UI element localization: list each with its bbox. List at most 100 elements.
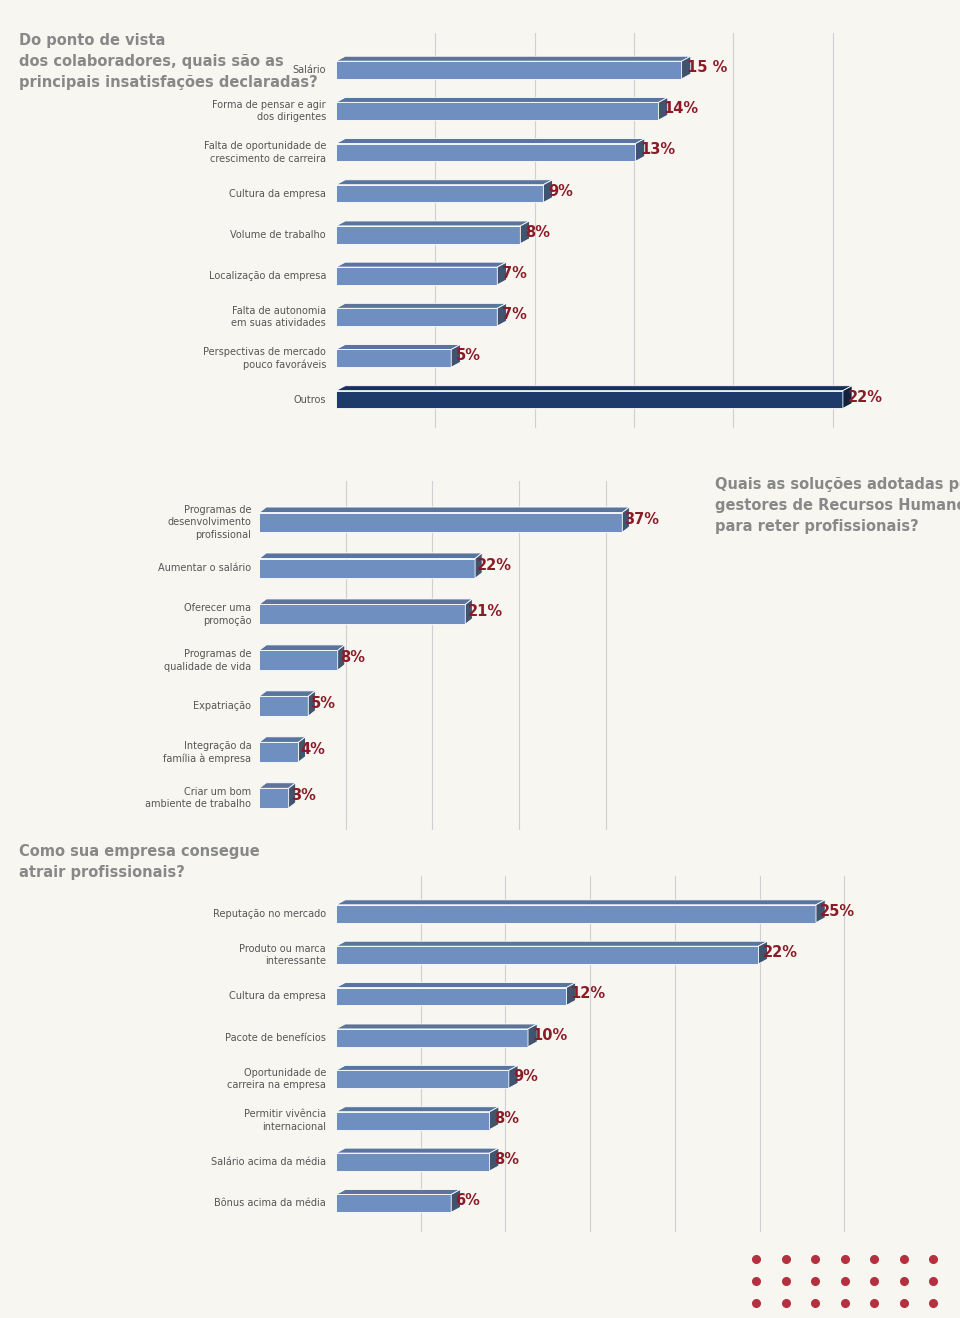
Polygon shape: [622, 507, 630, 532]
Text: 13%: 13%: [640, 142, 676, 157]
Polygon shape: [259, 737, 305, 742]
Polygon shape: [497, 303, 507, 326]
Polygon shape: [682, 57, 691, 79]
Polygon shape: [259, 559, 475, 579]
Text: Permitir vivência
internacional: Permitir vivência internacional: [244, 1110, 326, 1132]
Polygon shape: [336, 138, 645, 144]
Polygon shape: [843, 386, 852, 409]
Polygon shape: [336, 1024, 538, 1029]
Text: 12%: 12%: [570, 986, 606, 1002]
Polygon shape: [259, 788, 289, 808]
Polygon shape: [259, 783, 296, 788]
Text: 4%: 4%: [300, 742, 325, 757]
Text: Localização da empresa: Localização da empresa: [208, 272, 326, 281]
Polygon shape: [336, 221, 530, 225]
Polygon shape: [528, 1024, 538, 1046]
Polygon shape: [336, 900, 826, 905]
Text: 7%: 7%: [502, 266, 527, 281]
Polygon shape: [259, 598, 472, 605]
Polygon shape: [490, 1107, 499, 1130]
Polygon shape: [336, 98, 668, 103]
Polygon shape: [336, 390, 843, 409]
Polygon shape: [816, 900, 826, 923]
Text: Quais as soluções adotadas pelos
gestores de Recursos Humanos,
para reter profis: Quais as soluções adotadas pelos gestore…: [715, 477, 960, 534]
Text: Forma de pensar e agir
dos dirigentes: Forma de pensar e agir dos dirigentes: [212, 100, 326, 123]
Polygon shape: [451, 1190, 461, 1213]
Text: Outros: Outros: [294, 394, 326, 405]
Polygon shape: [566, 983, 576, 1006]
Polygon shape: [497, 262, 507, 285]
Polygon shape: [336, 905, 816, 923]
Polygon shape: [336, 1065, 518, 1070]
Polygon shape: [336, 1194, 451, 1213]
Polygon shape: [451, 344, 461, 368]
Polygon shape: [336, 103, 659, 120]
Polygon shape: [520, 221, 530, 244]
Text: 3%: 3%: [291, 788, 316, 803]
Polygon shape: [336, 1148, 499, 1153]
Text: Reputação no mercado: Reputação no mercado: [213, 908, 326, 919]
Text: Falta de autonomia
em suas atividades: Falta de autonomia em suas atividades: [231, 306, 326, 328]
Polygon shape: [259, 513, 622, 532]
Polygon shape: [336, 987, 566, 1006]
Polygon shape: [543, 179, 553, 203]
Text: 25%: 25%: [820, 904, 855, 919]
Text: 14%: 14%: [663, 101, 699, 116]
Polygon shape: [336, 144, 636, 161]
Polygon shape: [289, 783, 296, 808]
Text: Bônus acima da média: Bônus acima da média: [214, 1198, 326, 1209]
Polygon shape: [758, 941, 768, 963]
Polygon shape: [490, 1148, 499, 1170]
Text: 22%: 22%: [848, 390, 883, 405]
Text: 22%: 22%: [477, 558, 513, 573]
Polygon shape: [259, 507, 630, 513]
Polygon shape: [475, 554, 482, 579]
Text: 37%: 37%: [624, 513, 660, 527]
Polygon shape: [336, 1190, 461, 1194]
Text: Integração da
família à empresa: Integração da família à empresa: [163, 741, 252, 763]
Polygon shape: [259, 696, 308, 716]
Polygon shape: [259, 554, 482, 559]
Polygon shape: [336, 303, 507, 308]
Text: Falta de oportunidade de
crescimento de carreira: Falta de oportunidade de crescimento de …: [204, 141, 326, 163]
Polygon shape: [336, 1111, 490, 1130]
Text: Expatriação: Expatriação: [193, 701, 252, 712]
Polygon shape: [336, 179, 553, 185]
Polygon shape: [308, 691, 315, 716]
Text: 6%: 6%: [455, 1193, 480, 1209]
Polygon shape: [336, 1029, 528, 1046]
Polygon shape: [259, 605, 466, 625]
Text: 10%: 10%: [532, 1028, 567, 1043]
Polygon shape: [336, 1153, 490, 1170]
Text: 8%: 8%: [493, 1111, 518, 1126]
Text: 22%: 22%: [762, 945, 798, 960]
Text: 21%: 21%: [468, 604, 503, 619]
Polygon shape: [336, 941, 768, 946]
Text: Salário acima da média: Salário acima da média: [211, 1157, 326, 1166]
Text: Volume de trabalho: Volume de trabalho: [230, 229, 326, 240]
Polygon shape: [336, 61, 682, 79]
Text: Oportunidade de
carreira na empresa: Oportunidade de carreira na empresa: [228, 1068, 326, 1090]
Polygon shape: [336, 349, 451, 368]
Text: 8%: 8%: [340, 650, 365, 666]
Polygon shape: [509, 1065, 518, 1089]
Polygon shape: [259, 691, 315, 696]
Text: 9%: 9%: [513, 1069, 538, 1085]
Polygon shape: [466, 598, 472, 625]
Polygon shape: [259, 650, 338, 670]
Text: Cultura da empresa: Cultura da empresa: [229, 188, 326, 199]
Polygon shape: [336, 386, 852, 390]
Polygon shape: [336, 225, 520, 244]
Text: Do ponto de vista
dos colaboradores, quais são as
principais insatisfações decla: Do ponto de vista dos colaboradores, qua…: [19, 33, 318, 90]
Polygon shape: [336, 308, 497, 326]
Text: 15 %: 15 %: [686, 61, 727, 75]
Text: Cultura da empresa: Cultura da empresa: [229, 991, 326, 1002]
Polygon shape: [338, 645, 345, 670]
Polygon shape: [636, 138, 645, 161]
Text: 9%: 9%: [548, 183, 573, 199]
Text: Produto ou marca
interessante: Produto ou marca interessante: [239, 944, 326, 966]
Polygon shape: [336, 185, 543, 203]
Text: 7%: 7%: [502, 307, 527, 322]
Text: Perspectivas de mercado
pouco favoráveis: Perspectivas de mercado pouco favoráveis: [204, 347, 326, 370]
Text: 8%: 8%: [493, 1152, 518, 1166]
